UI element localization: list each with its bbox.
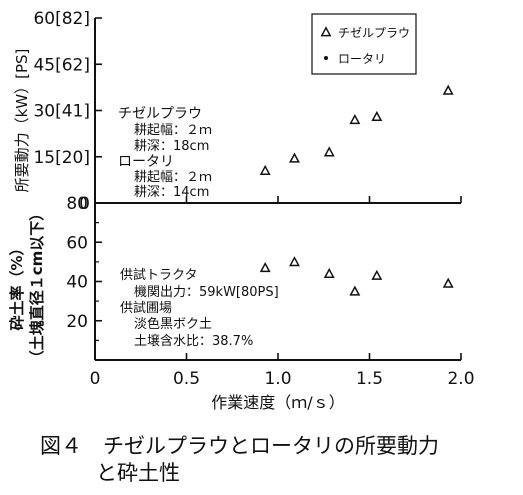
x-axis-title: 作業速度（ｍ/ｓ） [211, 393, 344, 412]
x-tick-label: 0 [90, 369, 101, 389]
bottom-data-point [442, 277, 454, 288]
bottom-data-point [259, 261, 271, 273]
legend-dot-marker [324, 56, 328, 60]
top-y-tick-label: 60[82] [33, 9, 90, 29]
bottom-y-tick-label: 20 [66, 312, 88, 332]
bottom-y-tick-label: 60 [66, 233, 88, 253]
figure-caption-line2: と砕土性 [96, 461, 180, 485]
bottom-y-tick-label: 80 [66, 194, 88, 214]
x-tick-label: 2.0 [447, 369, 474, 389]
bottom-y-tick-label: 40 [66, 273, 88, 293]
bottom-panel-annotation: 供試圃場 [120, 300, 172, 316]
bottom-y-axis-title: 砕土率（%） [8, 240, 26, 330]
top-y-tick-label: 0 [79, 194, 90, 214]
figure-caption-line1: 図４ チゼルプラウとロータリの所要動力 [40, 434, 439, 458]
bottom-y-axis-title: （土塊直径１cm以下） [28, 206, 46, 366]
top-panel-annotation: 耕起幅：２ｍ [134, 169, 212, 185]
legend-triangle-marker [320, 26, 332, 37]
top-panel-annotation: 耕深：18cm [134, 138, 209, 154]
bottom-data-point [349, 285, 361, 296]
bottom-data-point [323, 267, 335, 278]
bottom-panel-annotation: 機関出力：59kW[80PS] [134, 285, 279, 300]
top-panel-annotation: チゼルプラウ [118, 106, 202, 122]
top-panel-annotation: 耕深：14cm [134, 184, 209, 200]
legend-box [311, 13, 417, 75]
bottom-panel-annotation: 淡色黒ボク土 [134, 316, 212, 332]
bottom-data-point [371, 269, 383, 280]
x-tick-label: 1.0 [264, 369, 291, 389]
legend-label: ロータリ [338, 52, 386, 66]
top-panel-annotation: 耕起幅：２ｍ [134, 122, 212, 138]
top-y-tick-label: 30[41] [33, 102, 90, 122]
top-data-point [289, 152, 300, 163]
bottom-panel-annotation: 土壌含水比：38.7% [134, 333, 253, 349]
top-data-point [259, 164, 271, 175]
top-y-tick-label: 15[20] [33, 148, 90, 168]
legend-label: チゼルプラウ [338, 26, 410, 40]
top-data-point [442, 84, 454, 95]
top-data-point [349, 113, 361, 125]
bottom-panel-annotation: 供試トラクタ [120, 267, 197, 283]
top-y-axis-title: 所要動力（kW）[PS] [13, 49, 31, 193]
bottom-data-point [289, 256, 300, 267]
top-data-point [323, 146, 335, 157]
top-panel-annotation: ロータリ [118, 154, 174, 170]
x-tick-label: 0.5 [173, 369, 200, 389]
top-data-point [371, 110, 383, 121]
x-tick-label: 1.5 [356, 369, 383, 389]
top-y-tick-label: 45[62] [33, 55, 90, 75]
